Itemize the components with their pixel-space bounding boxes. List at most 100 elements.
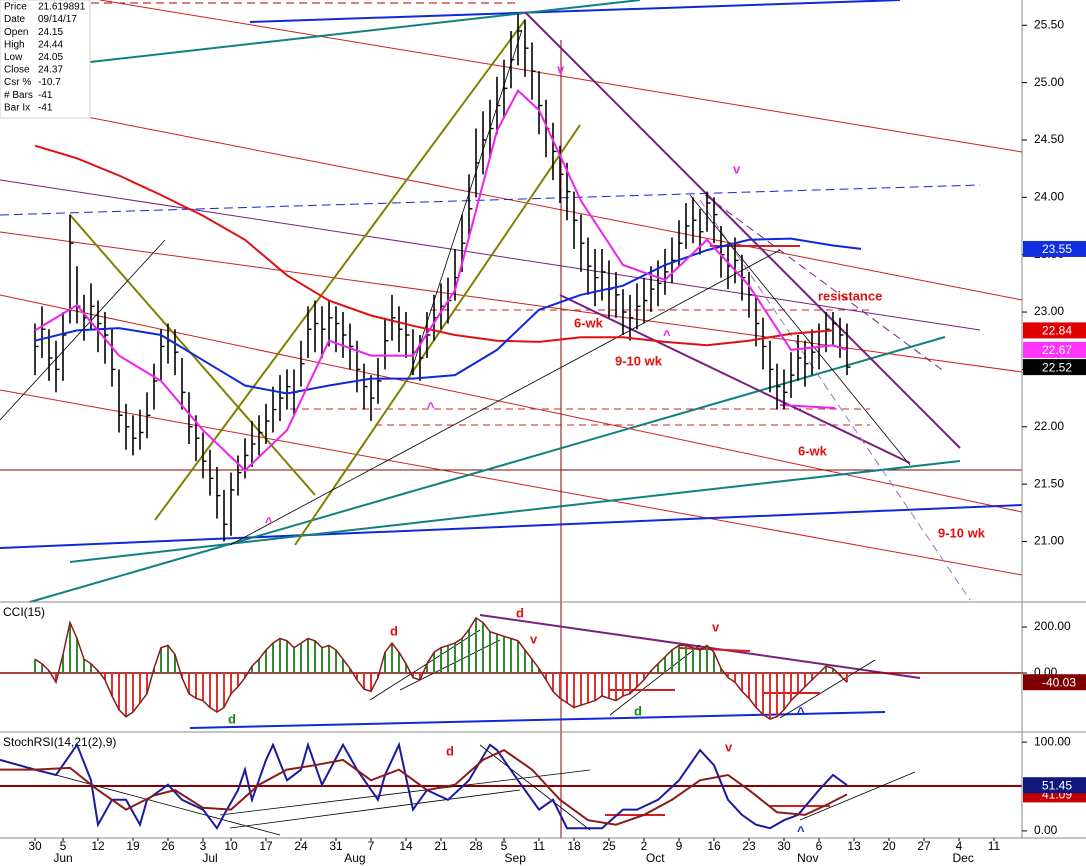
histogram-bar [223, 673, 225, 708]
histogram-bar [237, 673, 239, 687]
x-tick-label: 28 [469, 839, 483, 853]
annotation: ^ [663, 327, 671, 342]
value-tag-label: 23.55 [1042, 242, 1072, 256]
histogram-bar [741, 673, 743, 692]
indicator-line [34, 144, 834, 347]
trendline [0, 99, 1023, 301]
trendline [154, 19, 526, 521]
histogram-bar [615, 673, 617, 701]
histogram-bar [398, 652, 400, 674]
histogram-bar [657, 663, 659, 674]
annotation: ^ [265, 514, 273, 529]
x-tick-label: 2 [641, 839, 648, 853]
histogram-bar [538, 668, 540, 674]
histogram-bar [720, 668, 722, 674]
x-tick-label: 24 [294, 839, 308, 853]
histogram-bar [755, 673, 757, 708]
histogram-bar [146, 673, 148, 694]
value-tag-label: -40.03 [1042, 675, 1076, 689]
histogram-bar [125, 673, 127, 717]
histogram-bar [405, 663, 407, 674]
histogram-bar [643, 673, 645, 680]
histogram-bar [104, 673, 106, 680]
histogram-bar [811, 673, 813, 680]
x-tick-label: 14 [399, 839, 413, 853]
histogram-bar [454, 643, 456, 674]
info-label: High [4, 39, 25, 50]
month-label: Jun [53, 851, 72, 865]
annotation: 6-wk [574, 315, 604, 330]
histogram-bar [783, 673, 785, 710]
histogram-bar [34, 659, 36, 674]
histogram-bar [769, 673, 771, 719]
trendline [0, 389, 1023, 576]
info-value: 24.05 [38, 52, 63, 63]
y-tick-label: 21.50 [1034, 476, 1064, 490]
histogram-bar [314, 640, 316, 674]
value-tag [1023, 359, 1086, 376]
trendline [249, 0, 901, 23]
x-tick-label: 21 [434, 839, 448, 853]
trendlines [0, 0, 1023, 838]
info-value: 21.619891 [38, 2, 86, 13]
x-tick-label: 26 [161, 839, 175, 853]
annotation: 6-wk [798, 443, 828, 458]
histogram-bar [825, 666, 827, 674]
trendline [479, 614, 921, 679]
x-tick-label: 5 [60, 839, 67, 853]
histogram-bar [356, 673, 358, 680]
histogram-bar [174, 654, 176, 674]
info-value: 09/14/17 [38, 14, 77, 25]
histogram-bar [293, 647, 295, 674]
y-tick-label: 24.50 [1034, 132, 1064, 146]
value-tag-label: 22.84 [1042, 324, 1072, 338]
histogram-bar [517, 640, 519, 674]
x-tick-label: 9 [676, 839, 683, 853]
histogram-bar [713, 652, 715, 674]
trendline [0, 179, 981, 331]
x-tick-label: 6 [816, 839, 823, 853]
histogram-bar [258, 659, 260, 674]
trendline [219, 769, 591, 816]
y-tick-label: 25.00 [1034, 75, 1064, 89]
histogram-bar [342, 659, 344, 674]
x-tick-label: 11 [533, 839, 546, 853]
histogram-bar [776, 673, 778, 717]
annotation: v [712, 619, 720, 634]
value-tag [1023, 341, 1086, 358]
histogram-bar [363, 673, 365, 690]
histogram-bar [132, 673, 134, 713]
x-tick-label: 7 [368, 839, 375, 853]
y-tick-label: 24.00 [1034, 189, 1064, 203]
x-tick-label: 17 [259, 839, 273, 853]
histogram-bar [475, 617, 477, 674]
value-tag [1023, 322, 1086, 339]
histogram-bar [69, 622, 71, 674]
info-box: Price 21.619891 Date 09/14/17 Open 24.15 High 2… [0, 0, 91, 119]
trendline [29, 336, 946, 603]
histogram-bar [636, 673, 638, 687]
trendline [559, 294, 911, 464]
histogram-bar [62, 654, 64, 674]
x-tick-label: 19 [126, 839, 140, 853]
annotation: d [446, 743, 454, 758]
histogram-bar [286, 640, 288, 674]
x-tick-label: 30 [777, 839, 791, 853]
x-tick-label: 4 [956, 839, 963, 853]
histogram-bar [559, 673, 561, 699]
histogram-bar [685, 645, 687, 674]
annotation: 9-10 wk [938, 525, 986, 540]
histogram-bar [706, 645, 708, 674]
histogram-bar [167, 645, 169, 674]
info-label: Csr % [4, 77, 31, 88]
trendline [779, 659, 876, 719]
histogram-bar [699, 650, 701, 674]
histogram-bar [671, 650, 673, 674]
histogram-bar [748, 673, 750, 699]
info-value: -41 [38, 102, 53, 113]
histogram-bar [265, 650, 267, 674]
panel-title: CCI(15) [3, 605, 45, 619]
trendline [0, 184, 981, 216]
histogram-bar [272, 643, 274, 674]
